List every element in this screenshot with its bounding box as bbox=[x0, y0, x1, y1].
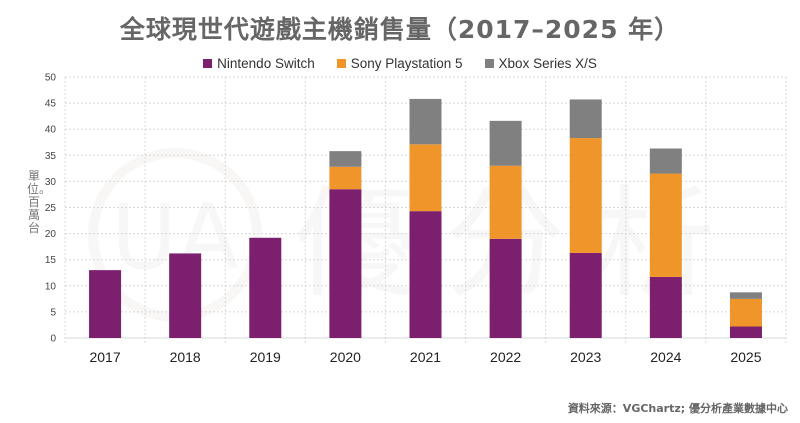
source-note: 資料來源：VGChartz; 優分析產業數據中心 bbox=[567, 402, 788, 415]
x-tick-label: 2025 bbox=[730, 349, 761, 365]
bar-nintendo-switch-2025 bbox=[729, 326, 762, 338]
y-tick-label: 0 bbox=[50, 334, 56, 345]
y-tick-label: 15 bbox=[45, 255, 57, 266]
bar-nintendo-switch-2023 bbox=[569, 252, 602, 338]
bar-xbox-series-x-s-2024 bbox=[649, 148, 682, 174]
x-tick-label: 2017 bbox=[89, 349, 120, 365]
bar-nintendo-switch-2024 bbox=[649, 276, 682, 338]
y-tick-label: 45 bbox=[45, 99, 57, 110]
y-tick-label: 25 bbox=[45, 203, 57, 214]
x-tick-label: 2018 bbox=[170, 349, 201, 365]
y-tick-label: 50 bbox=[45, 73, 57, 84]
legend-item-nintendo-switch: Nintendo Switch bbox=[203, 56, 315, 71]
bar-sony-playstation-5-2023 bbox=[569, 138, 602, 253]
legend-swatch-nintendo-switch bbox=[203, 59, 213, 68]
x-tick-label: 2022 bbox=[490, 349, 521, 365]
bar-nintendo-switch-2020 bbox=[329, 189, 362, 338]
bar-nintendo-switch-2019 bbox=[249, 237, 282, 338]
x-tick-label: 2021 bbox=[410, 349, 441, 365]
legend-item-xbox: Xbox Series X/S bbox=[484, 56, 597, 71]
bar-sony-playstation-5-2022 bbox=[489, 165, 522, 239]
bar-sony-playstation-5-2024 bbox=[649, 173, 682, 277]
bar-xbox-series-x-s-2020 bbox=[329, 151, 362, 167]
chart-title: 全球現世代遊戲主機銷售量（2017–2025 年） bbox=[119, 15, 681, 44]
legend-swatch-xbox bbox=[484, 59, 494, 68]
y-tick-label: 5 bbox=[50, 307, 56, 318]
bar-nintendo-switch-2022 bbox=[489, 238, 522, 338]
legend-label-nintendo-switch: Nintendo Switch bbox=[217, 56, 315, 71]
y-tick-label: 40 bbox=[45, 125, 57, 136]
x-tick-label: 2019 bbox=[250, 349, 281, 365]
bar-sony-playstation-5-2020 bbox=[329, 166, 362, 190]
legend-label-ps5: Sony Playstation 5 bbox=[350, 56, 463, 71]
legend: Nintendo Switch Sony Playstation 5 Xbox … bbox=[0, 56, 800, 71]
x-tick-label: 2024 bbox=[650, 349, 681, 365]
bar-sony-playstation-5-2025 bbox=[729, 298, 762, 327]
y-axis-label: 單位。百萬台 bbox=[27, 169, 52, 235]
y-tick-label: 20 bbox=[45, 229, 57, 240]
x-tick-label: 2023 bbox=[570, 349, 601, 365]
x-tick-label: 2020 bbox=[330, 349, 361, 365]
bar-xbox-series-x-s-2023 bbox=[569, 99, 602, 139]
y-axis-ticks: 0 5 10 15 20 25 30 35 40 45 50 bbox=[45, 73, 57, 345]
legend-item-ps5: Sony Playstation 5 bbox=[336, 56, 463, 71]
x-axis-labels: 2017 2018 2019 2020 2021 2022 2023 2024 2025 bbox=[89, 349, 761, 365]
y-tick-label: 10 bbox=[45, 281, 57, 292]
bar-nintendo-switch-2017 bbox=[89, 270, 122, 338]
legend-swatch-ps5 bbox=[336, 59, 346, 68]
bar-nintendo-switch-2018 bbox=[169, 253, 202, 338]
legend-label-xbox: Xbox Series X/S bbox=[498, 56, 597, 71]
y-tick-label: 35 bbox=[45, 151, 57, 162]
y-tick-label: 30 bbox=[45, 177, 57, 188]
bar-xbox-series-x-s-2022 bbox=[489, 120, 522, 166]
bars bbox=[89, 98, 762, 338]
bar-xbox-series-x-s-2025 bbox=[729, 292, 762, 299]
bar-sony-playstation-5-2021 bbox=[409, 144, 442, 212]
bar-nintendo-switch-2021 bbox=[409, 211, 442, 338]
bar-xbox-series-x-s-2021 bbox=[409, 98, 442, 145]
